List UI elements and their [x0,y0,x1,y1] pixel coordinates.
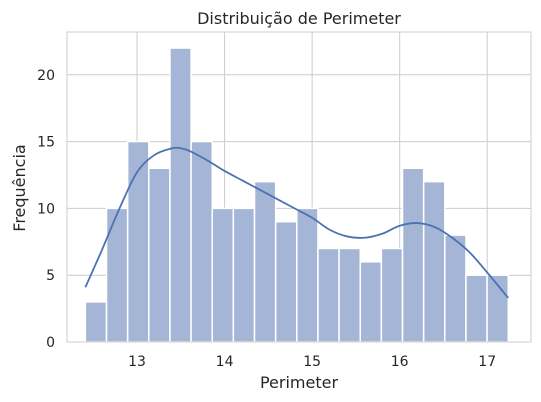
x-tick-labels: 13 14 15 16 17 [128,354,496,370]
chart-title: Distribuição de Perimeter [197,9,401,28]
histogram-bar [190,140,213,343]
histogram-bar [359,261,383,343]
x-tick-label: 15 [303,354,321,370]
y-tick-label: 0 [46,335,55,351]
histogram-bar [169,47,192,343]
bars [84,47,509,343]
histogram-bar [274,220,298,343]
x-tick-label: 14 [216,354,234,370]
plot-frame [66,31,532,343]
histogram-bar [465,274,488,343]
histogram-bar [211,207,235,343]
histogram-bar [296,207,319,343]
x-tick-label: 17 [478,354,496,370]
histogram-bar [148,167,171,343]
y-tick-labels: 0 5 10 15 20 [37,68,55,351]
histogram-bar [338,247,361,343]
y-tick-label: 10 [37,201,55,217]
histogram-bar [422,180,446,343]
histogram-bar [380,247,404,343]
histogram-bar [84,301,108,343]
histogram-bar [105,207,129,343]
histogram-bar [444,234,467,343]
histogram-bar [232,207,256,343]
histogram-bar [317,247,340,343]
y-axis-label: Frequência [10,144,29,231]
histogram-bar [401,167,425,343]
kde-line [84,146,509,299]
y-tick-label: 20 [37,68,55,84]
x-tick-label: 13 [128,354,146,370]
x-tick-label: 16 [391,354,409,370]
x-axis-label: Perimeter [260,373,338,392]
y-tick-label: 15 [37,135,55,151]
histogram-bar [253,180,277,343]
y-tick-label: 5 [46,268,55,284]
